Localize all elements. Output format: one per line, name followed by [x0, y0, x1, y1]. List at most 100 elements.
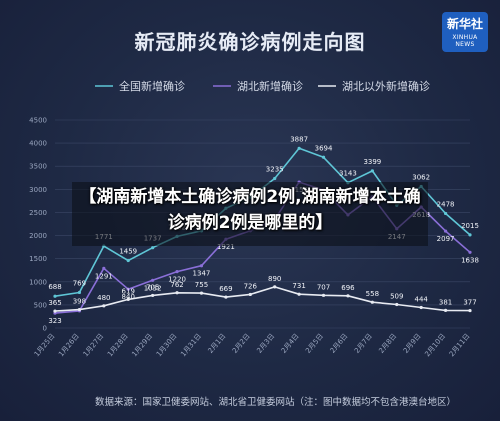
x-tick-label: 1月29日: [130, 332, 154, 358]
x-tick-label: 2月6日: [329, 332, 350, 355]
x-tick-label: 2月4日: [280, 332, 301, 355]
data-label: 669: [219, 285, 232, 293]
data-point: [199, 291, 204, 295]
logo-text-cn: 新华社: [446, 17, 483, 31]
x-tick-label: 1月31日: [179, 332, 203, 358]
data-point: [224, 295, 228, 299]
x-tick-label: 1月27日: [82, 332, 106, 358]
x-tick-label: 1月30日: [155, 332, 179, 358]
data-point: [443, 229, 448, 233]
data-label: 377: [463, 299, 476, 307]
data-point: [77, 308, 82, 312]
x-tick-label: 2月8日: [377, 332, 398, 355]
data-label: 3887: [290, 135, 308, 143]
data-point: [321, 293, 326, 297]
y-tick-label: 2500: [29, 209, 47, 217]
data-label: 2097: [437, 235, 455, 243]
x-tick-label: 2月3日: [255, 332, 276, 355]
y-tick-label: 1000: [29, 278, 47, 286]
y-tick-label: 4000: [29, 140, 47, 148]
x-tick-label: 2月2日: [231, 332, 252, 355]
data-point: [199, 264, 204, 268]
data-label: 2478: [437, 200, 455, 208]
y-tick-label: 2000: [29, 232, 47, 240]
data-point: [151, 293, 155, 298]
headline-backdrop: [72, 182, 428, 246]
data-point: [395, 302, 399, 307]
data-point: [175, 270, 179, 274]
x-tick-label: 2月7日: [353, 332, 374, 355]
data-point: [151, 278, 155, 282]
data-point: [175, 291, 179, 295]
legend-label: 湖北新增确诊: [237, 79, 303, 93]
data-label: 3694: [315, 144, 333, 152]
data-label: 1638: [461, 256, 479, 264]
data-point: [297, 292, 301, 296]
data-point: [273, 285, 277, 289]
data-point: [468, 250, 472, 254]
data-label: 1032: [144, 284, 162, 292]
data-point: [248, 292, 252, 297]
logo-text-en: XINHUA NEWS: [452, 34, 478, 48]
data-label: 762: [170, 281, 183, 289]
data-label: 480: [97, 294, 110, 302]
data-label: 688: [48, 283, 61, 291]
data-label: 619: [122, 287, 135, 295]
y-tick-label: 0: [43, 325, 47, 333]
data-label: 1291: [95, 272, 113, 280]
x-tick-label: 2月1日: [207, 332, 228, 355]
y-tick-label: 3500: [29, 163, 47, 171]
x-tick-label: 2月9日: [402, 332, 423, 355]
data-point: [321, 155, 326, 159]
data-point: [77, 290, 82, 295]
y-tick-label: 4500: [29, 117, 47, 125]
data-label: 840: [122, 293, 135, 301]
data-label: 731: [292, 282, 305, 290]
data-label: 3399: [363, 158, 381, 166]
y-tick-label: 3000: [29, 186, 47, 194]
y-tick-label: 500: [34, 301, 47, 309]
data-label: 381: [439, 298, 452, 306]
data-point: [273, 176, 277, 181]
chart-title: 新冠肺炎确诊病例走向图: [134, 30, 366, 54]
x-tick-label: 2月11日: [448, 332, 472, 358]
data-label: 3062: [412, 173, 430, 181]
headline-overlay: 【湖南新增本土确诊病例2例,湖南新增本土确诊病例2例是哪里的】: [79, 187, 421, 233]
x-tick-label: 2月10日: [423, 332, 447, 358]
data-point: [443, 308, 448, 312]
x-tick-label: 2月5日: [304, 332, 325, 355]
legend-label: 湖北以外新增确诊: [342, 79, 430, 93]
data-point: [419, 305, 423, 310]
data-point: [102, 266, 106, 270]
data-label: 365: [48, 299, 61, 307]
x-tick-label: 1月25日: [33, 332, 57, 358]
data-point: [126, 297, 130, 301]
y-tick-label: 1500: [29, 255, 47, 263]
data-label: 509: [390, 292, 403, 300]
source-note: 数据来源：国家卫健委网站、湖北省卫健委网站（注：图中数据均不包含港澳台地区）: [95, 397, 457, 408]
data-label: 3143: [339, 170, 357, 178]
data-point: [53, 309, 57, 313]
data-label: 1347: [193, 270, 211, 278]
data-label: 323: [48, 317, 61, 325]
data-point: [468, 308, 472, 313]
data-point: [370, 169, 374, 173]
data-point: [126, 258, 130, 263]
data-label: 1459: [119, 248, 137, 256]
data-point: [346, 294, 350, 298]
data-label: 2015: [461, 222, 479, 230]
series-line: [54, 286, 471, 312]
data-label: 3235: [266, 165, 284, 173]
data-label: 890: [268, 275, 281, 283]
data-point: [126, 287, 130, 291]
data-label: 696: [341, 284, 355, 292]
data-label: 769: [73, 279, 86, 287]
data-label: 726: [244, 282, 258, 290]
data-label: 1220: [168, 276, 186, 284]
x-tick-label: 1月28日: [106, 332, 130, 358]
legend-label: 全国新增确诊: [119, 79, 185, 93]
data-point: [297, 146, 301, 150]
data-point: [151, 246, 155, 250]
x-tick-label: 1月26日: [57, 332, 81, 358]
